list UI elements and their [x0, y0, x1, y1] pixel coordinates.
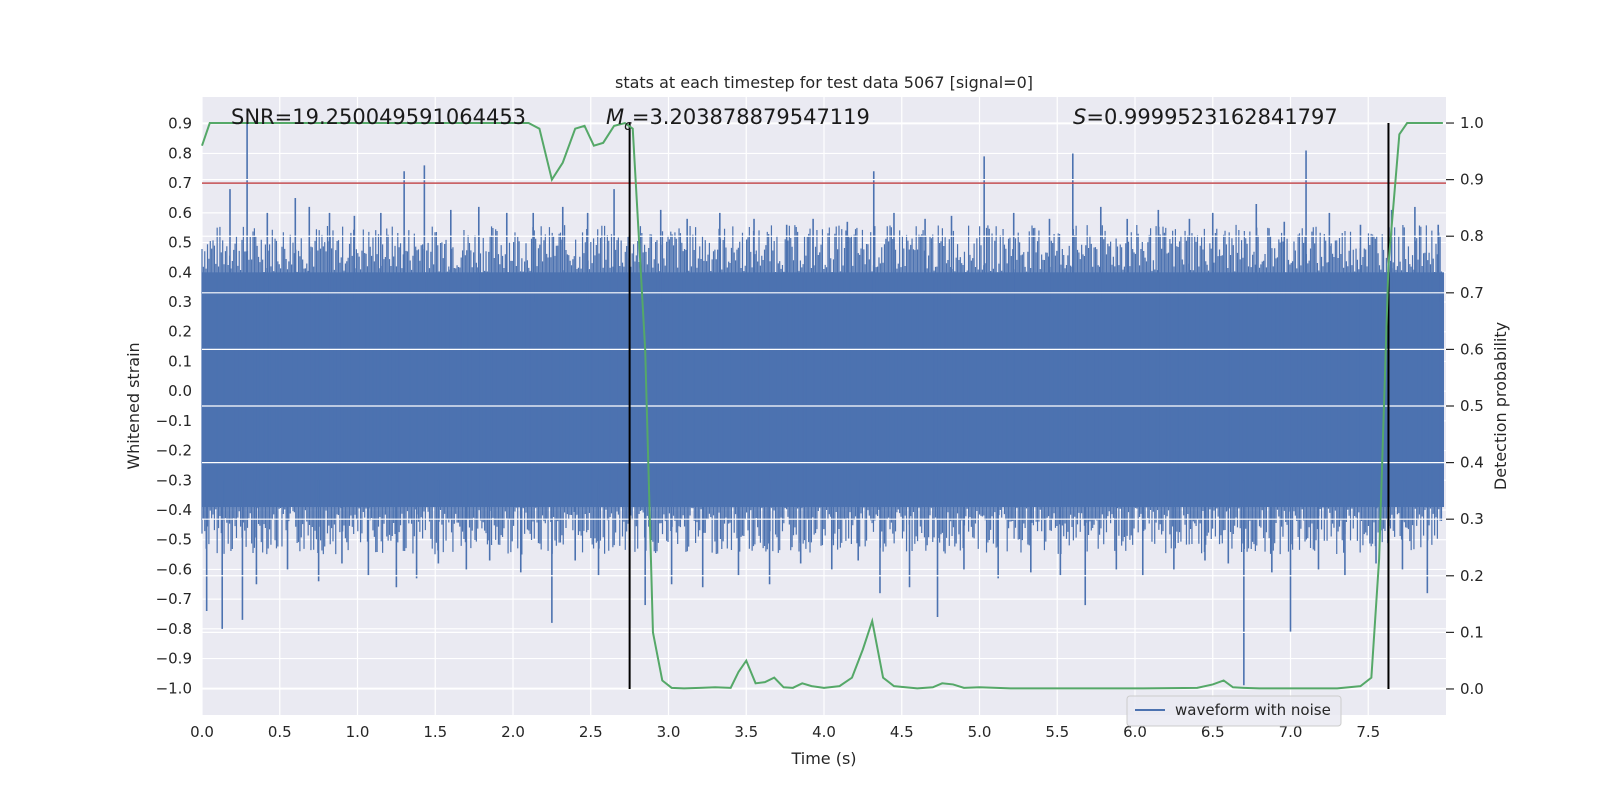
y-tick-label: −0.2: [156, 442, 192, 460]
x-tick-label: 3.0: [657, 723, 681, 741]
y2-tick-label: 0.0: [1460, 680, 1484, 698]
chirp-mass-annotation: Mc=3.203878879547119: [606, 105, 870, 134]
y2-tick-label: 1.0: [1460, 114, 1484, 132]
y-tick-label: −1.0: [156, 679, 192, 697]
y2-tick-label: 0.8: [1460, 227, 1484, 245]
y2-axis-ticks: 1.0 0.9 0.8 0.7 0.6 0.5 0.4 0.3 0.2 0.1 0.0: [1446, 114, 1484, 698]
y2-tick-label: 0.5: [1460, 397, 1484, 415]
y2-tick-label: 0.4: [1460, 454, 1484, 472]
x-tick-label: 1.0: [346, 723, 370, 741]
x-tick-label: 6.0: [1123, 723, 1147, 741]
y-tick-label: 0.6: [168, 204, 192, 222]
x-tick-label: 1.5: [423, 723, 447, 741]
y-tick-label: −0.4: [156, 501, 192, 519]
x-tick-label: 4.0: [812, 723, 836, 741]
x-tick-label: 2.5: [579, 723, 603, 741]
x-tick-label: 0.5: [268, 723, 292, 741]
legend-box: [1126, 695, 1342, 727]
y-tick-label: −0.8: [156, 620, 192, 638]
x-axis-ticks: 0.0 0.5 1.0 1.5 2.0 2.5 3.0 3.5 4.0 4.5 5.0 5.5 6.0 6…: [190, 723, 1380, 741]
y-tick-label: −0.5: [156, 531, 192, 549]
marker-lines: [628, 123, 1390, 689]
y-tick-label: 0.7: [168, 174, 192, 192]
legend: waveform with noise: [1126, 695, 1342, 727]
y-tick-label: 0.9: [168, 115, 192, 133]
x-axis-label: Time (s): [790, 749, 856, 768]
y-axis-label: Whitened strain: [124, 342, 143, 469]
y-tick-label: 0.0: [168, 382, 192, 400]
y-tick-label: 0.1: [168, 352, 192, 370]
y-tick-label: 0.2: [168, 323, 192, 341]
x-tick-label: 5.0: [968, 723, 992, 741]
y-tick-label: −0.1: [156, 412, 192, 430]
detection-probability-line: [201, 121, 1443, 690]
y-tick-label: 0.3: [168, 293, 192, 311]
y2-tick-label: 0.9: [1460, 171, 1484, 189]
legend-label: waveform with noise: [1175, 701, 1331, 719]
y-tick-label: −0.7: [156, 590, 192, 608]
x-tick-label: 0.0: [190, 723, 214, 741]
y2-tick-label: 0.6: [1460, 340, 1484, 358]
y2-tick-label: 0.2: [1460, 567, 1484, 585]
x-tick-label: 3.5: [734, 723, 758, 741]
secondary-grid: [202, 122, 1446, 690]
y-tick-label: 0.8: [168, 144, 192, 162]
chart-title: stats at each timestep for test data 506…: [615, 73, 1033, 92]
y2-tick-label: 0.3: [1460, 510, 1484, 528]
x-tick-label: 2.0: [501, 723, 525, 741]
y-tick-label: −0.6: [156, 560, 192, 578]
x-tick-label: 5.5: [1045, 723, 1069, 741]
y-tick-label: −0.3: [156, 471, 192, 489]
y-tick-label: 0.4: [168, 263, 192, 281]
y-axis-ticks: 0.9 0.8 0.7 0.6 0.5 0.4 0.3 0.2 0.1 0.0 −0.1 −0.2 −0…: [156, 115, 192, 698]
snr-annotation: SNR=19.250049591064453: [231, 105, 526, 129]
y-tick-label: 0.5: [168, 234, 192, 252]
x-tick-label: 7.5: [1356, 723, 1380, 741]
y2-tick-label: 0.7: [1460, 284, 1484, 302]
y-tick-label: −0.9: [156, 650, 192, 668]
y2-tick-label: 0.1: [1460, 623, 1484, 641]
x-tick-label: 6.5: [1201, 723, 1225, 741]
x-tick-label: 7.0: [1279, 723, 1303, 741]
y2-axis-label: Detection probability: [1491, 322, 1510, 490]
waveform-series: [201, 123, 1444, 686]
x-tick-label: 4.5: [890, 723, 914, 741]
score-annotation: S=0.9999523162841797: [1073, 105, 1338, 129]
